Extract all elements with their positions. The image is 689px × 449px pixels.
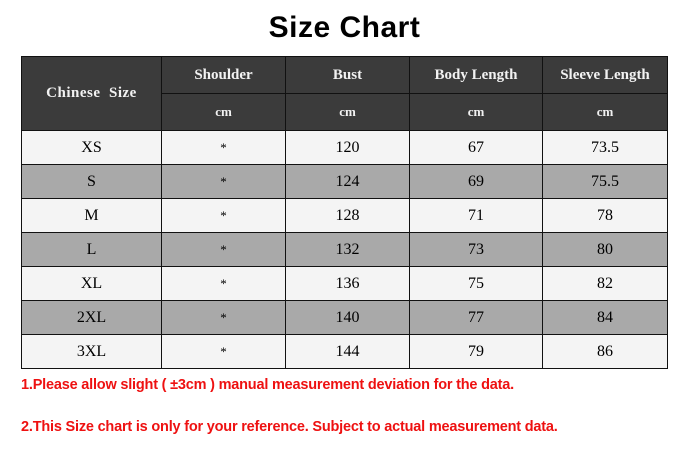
cell-bust: 136: [285, 266, 410, 301]
cell-bust: 132: [285, 232, 410, 267]
cell-body-length: 77: [409, 300, 543, 335]
page-title: Size Chart: [268, 11, 421, 44]
cell-body-length: 67: [409, 130, 543, 165]
cell-body-length: 69: [409, 164, 543, 199]
cell-bust: 144: [285, 334, 410, 369]
cell-bust: 140: [285, 300, 410, 335]
header-unit-body-length: cm: [409, 93, 543, 131]
table-row: L * 132 73 80: [21, 232, 668, 267]
footnote-reference-disclaimer: 2.This Size chart is only for your refer…: [21, 419, 558, 435]
footnote-measurement-deviation: 1.Please allow slight ( ±3cm ) manual me…: [21, 377, 514, 393]
cell-size: 2XL: [21, 300, 162, 335]
header-unit-bust: cm: [285, 93, 410, 131]
cell-sleeve-length: 78: [542, 198, 668, 233]
table-body: XS * 120 67 73.5 S * 124 69 75.5 M * 128: [21, 130, 668, 369]
header-row-primary: Chinese Size Shoulder Bust Body Length S…: [21, 56, 668, 131]
size-table: Chinese Size Shoulder Bust Body Length S…: [21, 56, 668, 369]
table-row: M * 128 71 78: [21, 198, 668, 233]
cell-sleeve-length: 75.5: [542, 164, 668, 199]
cell-sleeve-length: 80: [542, 232, 668, 267]
cell-body-length: 73: [409, 232, 543, 267]
cell-size: XS: [21, 130, 162, 165]
cell-body-length: 71: [409, 198, 543, 233]
cell-size: L: [21, 232, 162, 267]
header-chinese-size: Chinese Size: [21, 56, 162, 131]
footnotes: 1.Please allow slight ( ±3cm ) manual me…: [21, 374, 681, 438]
cell-sleeve-length: 84: [542, 300, 668, 335]
table-row: S * 124 69 75.5: [21, 164, 668, 199]
table-row: 3XL * 144 79 86: [21, 334, 668, 369]
cell-bust: 128: [285, 198, 410, 233]
header-sleeve-length: Sleeve Length: [542, 56, 668, 94]
header-shoulder: Shoulder: [161, 56, 286, 94]
table-row: 2XL * 140 77 84: [21, 300, 668, 335]
cell-body-length: 75: [409, 266, 543, 301]
cell-shoulder: *: [161, 300, 286, 335]
cell-bust: 120: [285, 130, 410, 165]
cell-sleeve-length: 82: [542, 266, 668, 301]
cell-shoulder: *: [161, 198, 286, 233]
cell-shoulder: *: [161, 164, 286, 199]
cell-sleeve-length: 73.5: [542, 130, 668, 165]
cell-shoulder: *: [161, 232, 286, 267]
cell-size: M: [21, 198, 162, 233]
table-header: Chinese Size Shoulder Bust Body Length S…: [21, 56, 668, 131]
size-table-container: Chinese Size Shoulder Bust Body Length S…: [21, 56, 668, 369]
header-unit-sleeve-length: cm: [542, 93, 668, 131]
cell-shoulder: *: [161, 334, 286, 369]
header-body-length: Body Length: [409, 56, 543, 94]
cell-sleeve-length: 86: [542, 334, 668, 369]
header-bust: Bust: [285, 56, 410, 94]
table-row: XS * 120 67 73.5: [21, 130, 668, 165]
cell-body-length: 79: [409, 334, 543, 369]
header-unit-shoulder: cm: [161, 93, 286, 131]
header-row-units: cm cm cm cm: [22, 93, 668, 131]
table-row: XL * 136 75 82: [21, 266, 668, 301]
header-chinese-size-label: Chinese Size: [46, 85, 137, 101]
cell-shoulder: *: [161, 266, 286, 301]
cell-bust: 124: [285, 164, 410, 199]
cell-shoulder: *: [161, 130, 286, 165]
cell-size: 3XL: [21, 334, 162, 369]
cell-size: S: [21, 164, 162, 199]
cell-size: XL: [21, 266, 162, 301]
